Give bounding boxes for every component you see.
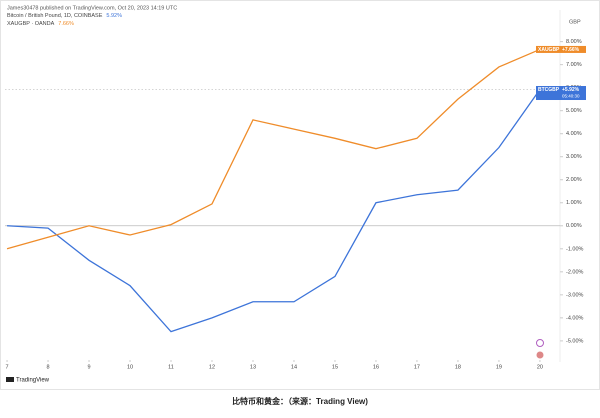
currency-label: GBP xyxy=(569,19,581,25)
value-label: +7.66% xyxy=(562,47,580,53)
x-tick-label: 16 xyxy=(373,364,379,370)
symbol-tag: XAUGBP xyxy=(538,47,560,53)
price-tag xyxy=(536,45,586,53)
legend-name: XAUGBP · OANDA xyxy=(7,21,55,27)
series-line xyxy=(7,89,541,333)
x-tick-label: 20 xyxy=(537,364,543,370)
y-tick-label: -1.00% xyxy=(566,246,584,252)
caption: 比特币和黄金：（来源：Trading View) xyxy=(232,396,368,406)
x-tick-label: 11 xyxy=(168,364,174,370)
series-line xyxy=(6,48,541,250)
y-tick-label: 5.00% xyxy=(566,108,582,114)
y-tick-label: 0.00% xyxy=(566,223,582,229)
x-tick-label: 7 xyxy=(6,364,9,370)
y-tick-label: -3.00% xyxy=(566,292,584,298)
logo-icon xyxy=(6,377,14,382)
y-tick-label: -5.00% xyxy=(566,338,584,344)
x-tick-label: 19 xyxy=(496,364,502,370)
y-tick-label: -2.00% xyxy=(566,269,584,275)
value-label: +5.92% xyxy=(562,87,580,93)
legend-entry: Bitcoin / British Pound, 1D, COINBASE 5.9… xyxy=(7,13,122,19)
y-tick-label: 1.00% xyxy=(566,200,582,206)
countdown: 05:40:30 xyxy=(562,94,580,99)
event-icon xyxy=(536,339,544,347)
logo: TradingView xyxy=(6,377,50,384)
y-tick-label: 2.00% xyxy=(566,177,582,183)
legend-value: 5.92% xyxy=(106,13,122,19)
legend-entry: XAUGBP · OANDA 7.66% xyxy=(7,21,74,27)
logo-text: TradingView xyxy=(16,378,50,384)
event-icon xyxy=(536,351,544,359)
x-tick-label: 9 xyxy=(87,364,90,370)
x-tick-label: 15 xyxy=(332,364,338,370)
x-tick-label: 18 xyxy=(455,364,461,370)
x-tick-label: 8 xyxy=(47,364,50,370)
chart-frame xyxy=(0,0,600,390)
x-tick-label: 12 xyxy=(209,364,215,370)
y-tick-label: 4.00% xyxy=(566,131,582,137)
y-tick-label: 7.00% xyxy=(566,62,582,68)
legend-name: Bitcoin / British Pound, 1D, COINBASE xyxy=(7,13,103,19)
x-tick-label: 14 xyxy=(291,364,297,370)
legend-value: 7.66% xyxy=(58,21,74,27)
chart-title: James30478 published on TradingView.com,… xyxy=(7,5,177,11)
x-tick-label: 17 xyxy=(414,364,420,370)
x-tick-label: 13 xyxy=(250,364,256,370)
y-tick-label: -4.00% xyxy=(566,315,584,321)
y-tick-label: 3.00% xyxy=(566,154,582,160)
x-tick-label: 10 xyxy=(127,364,133,370)
y-tick-label: 8.00% xyxy=(566,39,582,45)
price-tag xyxy=(536,86,586,101)
symbol-tag: BTCGBP xyxy=(538,87,560,93)
